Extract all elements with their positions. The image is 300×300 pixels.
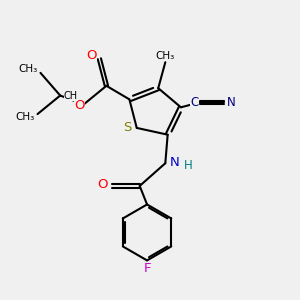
Text: N: N [169, 156, 179, 169]
Text: H: H [184, 159, 192, 172]
Text: CH₃: CH₃ [18, 64, 38, 74]
Text: C: C [190, 96, 199, 109]
Text: O: O [97, 178, 107, 191]
Text: S: S [123, 122, 131, 134]
Text: O: O [74, 99, 85, 112]
Text: O: O [86, 49, 97, 62]
Text: N: N [226, 96, 235, 109]
Text: CH₃: CH₃ [15, 112, 34, 122]
Text: CH₃: CH₃ [156, 51, 175, 61]
Text: F: F [143, 262, 151, 275]
Text: CH: CH [64, 91, 78, 100]
